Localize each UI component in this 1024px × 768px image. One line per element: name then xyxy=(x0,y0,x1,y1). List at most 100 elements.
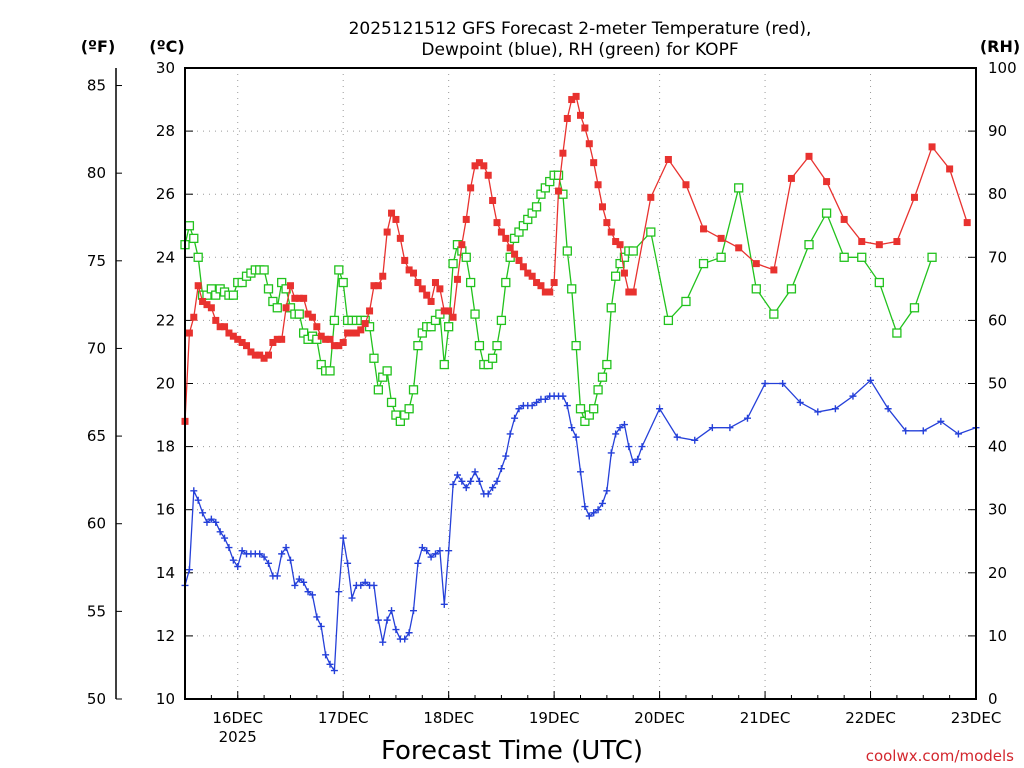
temperature-line xyxy=(184,95,968,422)
rh-point xyxy=(470,309,480,319)
temperature-point xyxy=(247,348,255,356)
rh-tick-label: 60 xyxy=(988,311,1007,329)
temperature-point xyxy=(700,225,708,233)
rh-point xyxy=(329,315,340,326)
rh-point xyxy=(602,359,612,370)
celsius-tick-label: 22 xyxy=(156,311,175,329)
temperature-point xyxy=(396,234,404,242)
dewpoint-point xyxy=(796,398,804,406)
rh-point xyxy=(663,315,674,326)
rh-point xyxy=(404,404,414,414)
rh-point xyxy=(439,359,449,370)
temperature-point xyxy=(313,323,321,331)
temperature-point xyxy=(308,313,316,321)
temperature-point xyxy=(497,228,505,236)
rh-point xyxy=(492,340,502,351)
temperature-point xyxy=(238,338,246,346)
dewpoint-point xyxy=(484,490,492,498)
dewpoint-point xyxy=(291,581,299,589)
temperature-point xyxy=(295,294,303,302)
dewpoint-point xyxy=(317,622,325,630)
dewpoint-point xyxy=(625,443,633,451)
rh-point xyxy=(496,315,507,326)
dewpoint-point xyxy=(577,468,584,476)
chart-title-line-2: Dewpoint (blue), RH (green) for KOPF xyxy=(421,40,738,60)
rh-point xyxy=(369,353,379,363)
temperature-point xyxy=(260,354,268,362)
temperature-point xyxy=(550,279,558,287)
time-tick-sublabel: 2025 xyxy=(219,728,257,746)
dewpoint-point xyxy=(357,581,365,589)
temperature-point xyxy=(335,342,343,350)
rh-tick-label: 20 xyxy=(988,564,1007,582)
temperature-point xyxy=(453,275,461,283)
temperature-point xyxy=(405,266,413,274)
temperature-point xyxy=(418,285,426,293)
temperature-point xyxy=(431,279,439,287)
rh-point xyxy=(734,183,744,193)
dewpoint-point xyxy=(260,553,268,561)
temperature-point xyxy=(770,266,778,274)
dewpoint-point xyxy=(295,575,303,583)
rh-point xyxy=(571,340,581,351)
rh-point xyxy=(465,277,476,288)
dewpoint-point xyxy=(572,433,580,441)
dewpoint-point xyxy=(533,398,541,406)
dewpoint-point xyxy=(462,484,470,492)
dewpoint-point xyxy=(691,436,699,444)
rh-tick-label: 10 xyxy=(988,627,1007,645)
rh-point xyxy=(184,221,195,231)
fahrenheit-tick-label: 65 xyxy=(87,427,106,445)
temperature-point xyxy=(858,238,866,246)
temperature-point xyxy=(620,269,628,277)
temperature-point xyxy=(471,162,479,170)
fahrenheit-tick-label: 60 xyxy=(87,515,106,533)
dewpoint-point xyxy=(414,559,422,567)
dewpoint-point xyxy=(471,468,479,476)
dewpoint-point xyxy=(831,405,839,413)
dewpoint-point xyxy=(392,626,400,634)
dewpoint-point xyxy=(673,433,681,441)
dewpoint-point xyxy=(405,629,413,637)
temperature-point xyxy=(598,203,606,211)
temperature-point xyxy=(559,149,567,157)
rh-axis: 0 10 20 30 40 50 60 70 80 90 100 xyxy=(968,59,1017,708)
temperature-point xyxy=(625,288,633,296)
rh-point xyxy=(611,271,621,281)
dewpoint-point xyxy=(458,477,466,485)
temperature-point xyxy=(616,241,624,249)
fahrenheit-tick-label: 75 xyxy=(87,252,106,270)
dewpoint-point xyxy=(418,544,426,552)
temperature-point xyxy=(502,234,510,242)
temperature-point xyxy=(366,307,374,315)
temperature-point xyxy=(388,209,396,217)
rh-point xyxy=(839,252,849,262)
temperature-point xyxy=(533,279,541,287)
temperature-point xyxy=(216,323,224,331)
dewpoint-point xyxy=(814,408,822,416)
celsius-tick-label: 12 xyxy=(156,627,175,645)
rh-point xyxy=(786,284,797,294)
temperature-point xyxy=(348,329,356,337)
dewpoint-point xyxy=(475,477,483,485)
dewpoint-point xyxy=(282,544,290,552)
celsius-tick-label: 20 xyxy=(156,375,175,393)
rh-point xyxy=(681,296,691,307)
rh-point xyxy=(193,252,203,262)
dewpoint-point xyxy=(194,496,202,504)
temperature-point xyxy=(410,269,418,277)
rh-point xyxy=(325,366,335,376)
dewpoint-point xyxy=(264,559,272,567)
temperature-point xyxy=(489,197,497,205)
dewpoint-point xyxy=(304,588,312,596)
credit-text: coolwx.com/models xyxy=(866,747,1014,765)
temperature-point xyxy=(515,256,523,264)
fahrenheit-axis: 50 55 60 65 70 75 80 85 xyxy=(87,68,122,708)
rh-tick-label: 80 xyxy=(988,185,1007,203)
dewpoint-point xyxy=(585,512,593,520)
dewpoint-point xyxy=(506,430,514,438)
dewpoint-point xyxy=(620,421,628,429)
dewpoint-point xyxy=(594,506,602,514)
dewpoint-point xyxy=(449,480,457,488)
